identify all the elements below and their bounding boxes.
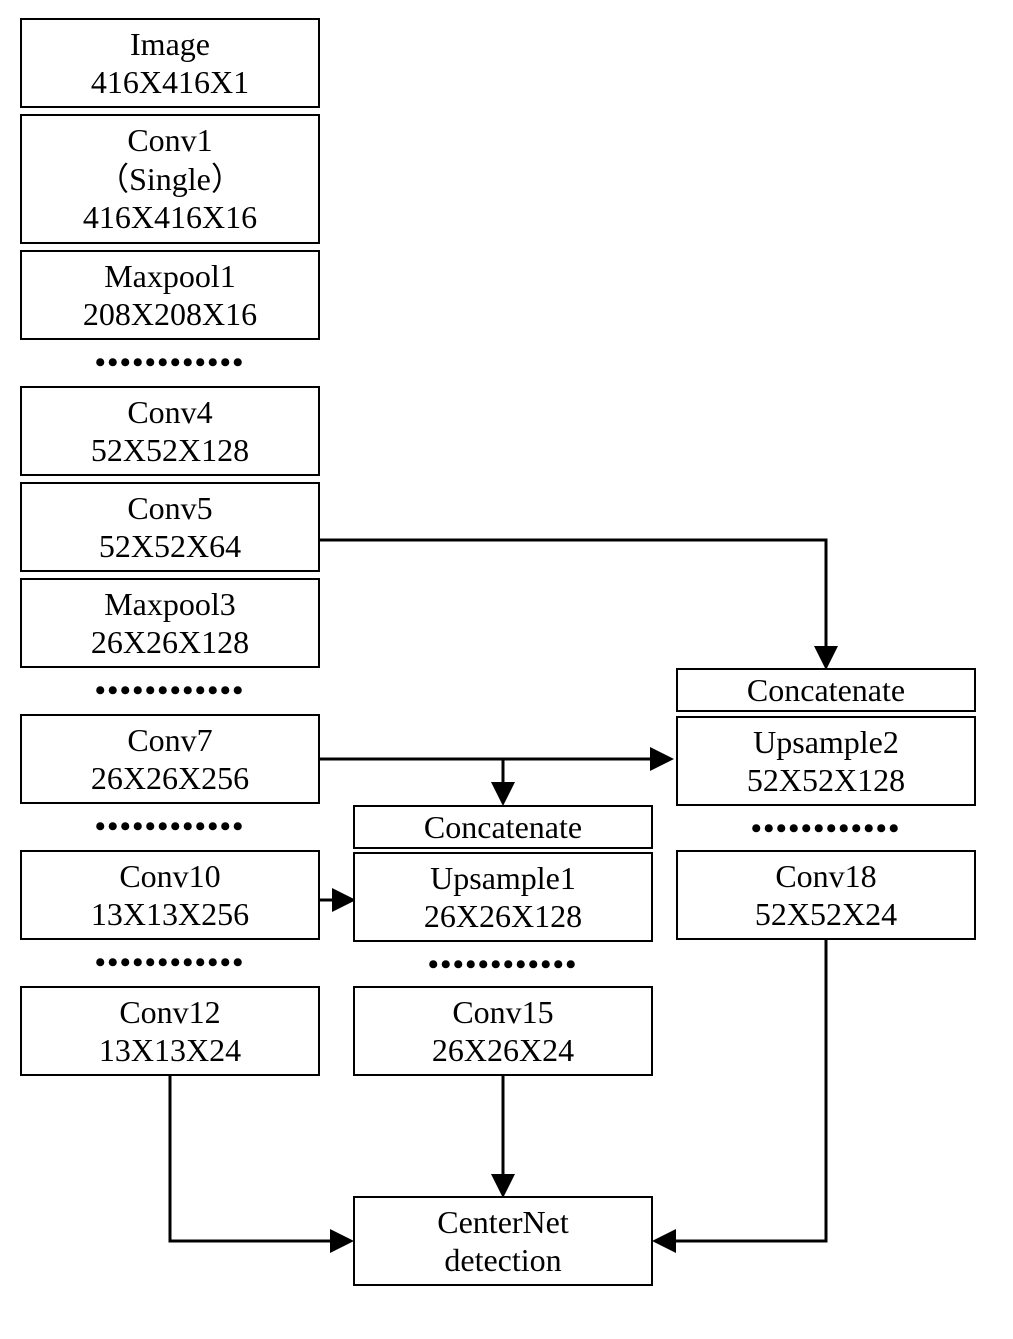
node-conv10-line: Conv10	[119, 857, 220, 895]
node-maxpool3-line: Maxpool3	[104, 585, 236, 623]
node-conv7-line: 26X26X256	[91, 759, 249, 797]
ellipsis: ••••••••••••	[20, 674, 320, 708]
node-upsample1-line: 26X26X128	[424, 897, 582, 935]
node-upsample2-line: 52X52X128	[747, 761, 905, 799]
edge-e5	[170, 1076, 348, 1241]
node-upsample1: Upsample126X26X128	[353, 852, 653, 942]
node-centernet: CenterNetdetection	[353, 1196, 653, 1286]
node-concat1: Concatenate	[353, 805, 653, 849]
node-conv15-line: Conv15	[452, 993, 553, 1031]
ellipsis: ••••••••••••	[20, 946, 320, 980]
node-conv4-line: Conv4	[127, 393, 212, 431]
node-conv12-line: Conv12	[119, 993, 220, 1031]
node-centernet-line: detection	[444, 1241, 561, 1279]
node-conv1-line: 416X416X16	[83, 198, 257, 236]
node-maxpool1: Maxpool1208X208X16	[20, 250, 320, 340]
node-conv1-line: （Single）	[97, 160, 243, 198]
node-conv12-line: 13X13X24	[99, 1031, 241, 1069]
node-upsample2-line: Upsample2	[753, 723, 899, 761]
node-conv18: Conv1852X52X24	[676, 850, 976, 940]
node-conv18-line: Conv18	[775, 857, 876, 895]
ellipsis: ••••••••••••	[353, 948, 653, 982]
node-conv18-line: 52X52X24	[755, 895, 897, 933]
node-conv10-line: 13X13X256	[91, 895, 249, 933]
node-conv7: Conv726X26X256	[20, 714, 320, 804]
ellipsis: ••••••••••••	[20, 810, 320, 844]
node-conv1: Conv1（Single）416X416X16	[20, 114, 320, 244]
node-upsample1-line: Upsample1	[430, 859, 576, 897]
node-conv15-line: 26X26X24	[432, 1031, 574, 1069]
node-conv15: Conv1526X26X24	[353, 986, 653, 1076]
node-concat2: Concatenate	[676, 668, 976, 712]
node-maxpool3: Maxpool326X26X128	[20, 578, 320, 668]
ellipsis: ••••••••••••	[20, 346, 320, 380]
node-conv5: Conv552X52X64	[20, 482, 320, 572]
node-concat1-line: Concatenate	[424, 808, 582, 846]
node-concat2-line: Concatenate	[747, 671, 905, 709]
node-conv12: Conv1213X13X24	[20, 986, 320, 1076]
node-image-line: 416X416X1	[91, 63, 249, 101]
node-conv5-line: Conv5	[127, 489, 212, 527]
node-conv4: Conv452X52X128	[20, 386, 320, 476]
node-conv1-line: Conv1	[127, 121, 212, 159]
node-conv5-line: 52X52X64	[99, 527, 241, 565]
node-image: Image416X416X1	[20, 18, 320, 108]
node-conv10: Conv1013X13X256	[20, 850, 320, 940]
ellipsis: ••••••••••••	[676, 812, 976, 846]
node-conv4-line: 52X52X128	[91, 431, 249, 469]
node-upsample2: Upsample252X52X128	[676, 716, 976, 806]
node-maxpool1-line: 208X208X16	[83, 295, 257, 333]
node-centernet-line: CenterNet	[437, 1203, 569, 1241]
edge-e1	[320, 540, 826, 664]
architecture-diagram: Image416X416X1Conv1（Single）416X416X16Max…	[0, 0, 1013, 1339]
node-conv7-line: Conv7	[127, 721, 212, 759]
edge-e7	[658, 940, 826, 1241]
node-maxpool1-line: Maxpool1	[104, 257, 236, 295]
node-image-line: Image	[130, 25, 210, 63]
node-maxpool3-line: 26X26X128	[91, 623, 249, 661]
